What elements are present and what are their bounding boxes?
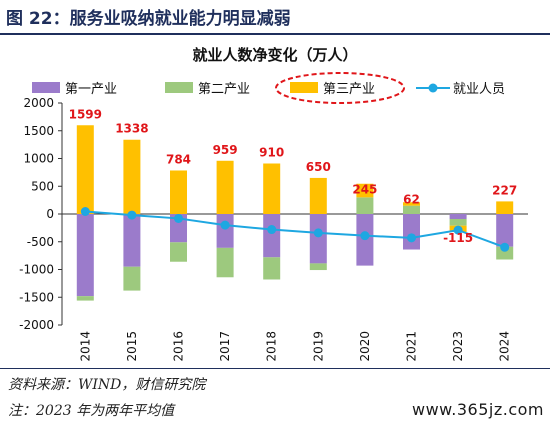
primary-industry-bar (123, 214, 141, 267)
chart-title: 就业人数净变化（万人） (192, 46, 357, 64)
secondary-industry-legend-swatch (165, 82, 193, 93)
legend-label: 第二产业 (198, 82, 250, 97)
highlight-circle (275, 72, 405, 104)
data-label: 650 (306, 160, 331, 174)
employment-point (174, 213, 183, 223)
secondary-industry-bar (309, 263, 327, 271)
tertiary-industry-bar (170, 170, 187, 214)
secondary-industry-bar (403, 205, 420, 214)
tertiary-industry-legend-swatch (290, 82, 318, 93)
x-tick-label: 2024 (498, 331, 512, 362)
figure-title: 图 22：服务业吸纳就业能力明显减弱 (6, 9, 291, 29)
primary-industry-bar (309, 214, 327, 264)
tertiary-industry-bar (76, 125, 94, 214)
title-rule (0, 33, 550, 35)
footnote: 注：2023 年为两年平均值 (8, 403, 175, 419)
x-tick-label: 2015 (125, 331, 139, 362)
secondary-industry-bar (263, 257, 281, 280)
x-tick-label: 2019 (311, 331, 325, 362)
data-label: 959 (213, 143, 238, 157)
x-tick-label: 2021 (405, 331, 419, 362)
footer-rule (0, 368, 550, 369)
chart-legend: 第一产业 第二产业 第三产业 就业人员 (32, 72, 505, 104)
data-label: 227 (492, 183, 517, 197)
employment-point (127, 210, 137, 220)
employment-point (220, 220, 230, 230)
legend-label: 就业人员 (453, 82, 505, 97)
x-tick-label: 2016 (172, 331, 186, 362)
y-tick-label: -1000 (19, 263, 54, 277)
legend-label: 第三产业 (323, 82, 375, 97)
primary-industry-bar (449, 214, 467, 219)
data-label: 1338 (115, 122, 148, 136)
secondary-industry-bar (356, 197, 374, 214)
secondary-industry-bar (216, 247, 234, 278)
legend-label: 第一产业 (65, 82, 117, 97)
secondary-industry-bar (170, 242, 187, 262)
employment-line (85, 210, 506, 249)
employment-point (407, 233, 416, 243)
source-note: 资料来源：WIND，财信研究院 (8, 377, 206, 393)
y-tick-label: -2000 (19, 318, 54, 332)
data-label: 910 (259, 145, 284, 159)
tertiary-industry-bar (496, 201, 514, 214)
x-tick-label: 2014 (78, 331, 92, 362)
primary-industry-bar (403, 214, 420, 250)
tertiary-industry-bar (403, 202, 420, 206)
y-tick-label: 1500 (23, 124, 54, 138)
employment-point (500, 242, 510, 252)
data-label: 1599 (69, 107, 102, 121)
secondary-industry-bar (496, 246, 514, 260)
watermark: www.365jz.com (411, 400, 544, 419)
employment-change-chart: 就业人数净变化（万人） 第一产业 第二产业 第三产业 就业人员 2000 1500 100… (19, 46, 528, 362)
secondary-industry-bar (449, 218, 467, 226)
primary-industry-bar (496, 214, 514, 247)
employment-legend-marker (428, 83, 438, 93)
y-tick-label: 1000 (23, 152, 54, 166)
tertiary-industry-bar (309, 177, 327, 214)
x-tick-label: 2017 (218, 331, 232, 362)
primary-industry-bar (263, 214, 281, 258)
employment-point (453, 225, 463, 235)
y-tick-label: -1500 (19, 290, 54, 304)
secondary-industry-bar (76, 296, 94, 301)
y-tick-label: 500 (31, 179, 54, 193)
data-label: 62 (403, 193, 420, 207)
data-label: -115 (443, 231, 473, 245)
primary-industry-bar (170, 214, 187, 243)
tertiary-industry-bar (263, 163, 281, 214)
x-tick-label: 2023 (451, 331, 465, 362)
primary-industry-bar (76, 214, 94, 297)
x-tick-label: 2020 (358, 331, 372, 362)
y-tick-label: 2000 (23, 96, 54, 110)
primary-industry-bar (216, 214, 234, 248)
data-label: 784 (166, 152, 191, 166)
primary-industry-legend-swatch (32, 82, 60, 93)
plot-area: 2000 1500 1000 500 0 -500 -1000 -1500 -2000 1599 1… (19, 96, 528, 362)
tertiary-industry-bar (216, 160, 234, 214)
employment-point (313, 228, 323, 238)
employment-point (267, 225, 277, 235)
y-tick-label: 0 (46, 207, 54, 221)
y-tick-label: -500 (27, 235, 54, 249)
tertiary-industry-bar (356, 183, 374, 198)
x-tick-label: 2018 (265, 331, 279, 362)
data-label: 245 (352, 182, 377, 196)
employment-point (360, 231, 370, 241)
employment-point (80, 207, 90, 217)
tertiary-industry-bar (123, 139, 141, 214)
secondary-industry-bar (123, 266, 141, 291)
